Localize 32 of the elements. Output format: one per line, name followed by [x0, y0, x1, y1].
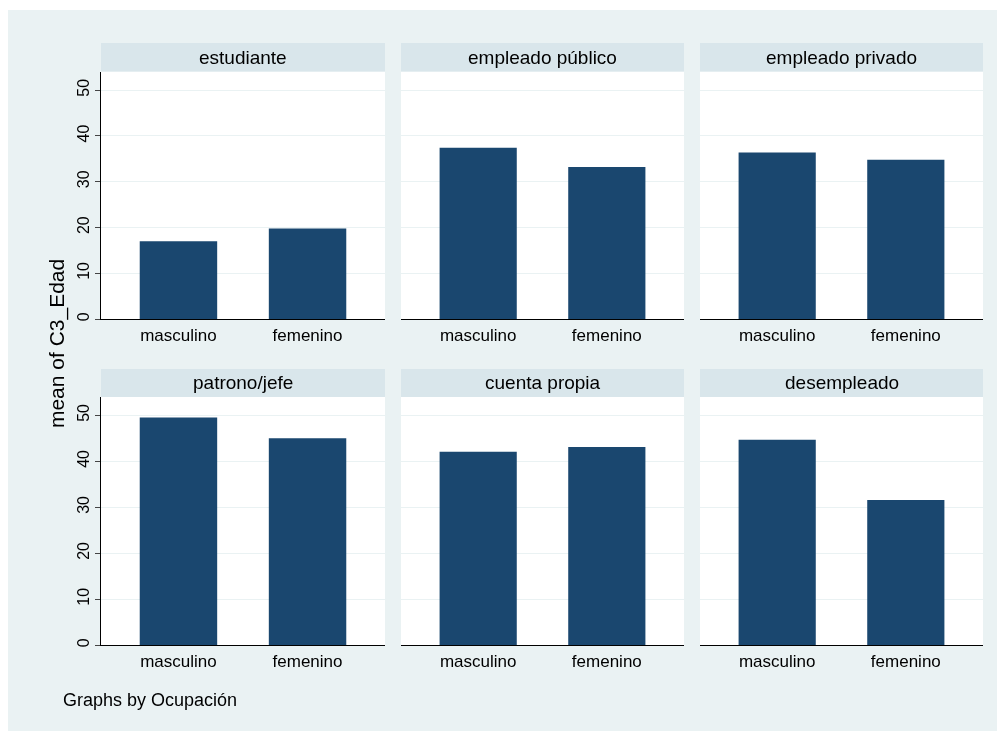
y-axis-title: mean of C3_Edad [44, 258, 69, 429]
y-tick-label: 30 [74, 170, 92, 189]
chart-title: estudiante [199, 47, 287, 68]
x-tick-label: masculino [439, 651, 517, 671]
x-tick-label: masculino [439, 325, 517, 345]
chart-title: empleado privado [766, 47, 918, 68]
y-tick-label: 10 [74, 261, 92, 280]
x-tick-label: femenino [571, 325, 642, 345]
x-tick-label: masculino [140, 651, 217, 671]
x-tick-label: femenino [272, 651, 343, 671]
x-tick-label: masculino [738, 325, 816, 345]
y-tick-label: 10 [74, 587, 92, 606]
chart-title: empleado público [468, 47, 617, 68]
y-tick-label: 50 [74, 403, 92, 422]
x-tick-label: femenino [870, 651, 941, 671]
x-tick-label: femenino [870, 325, 941, 345]
y-tick-label: 40 [74, 449, 92, 468]
x-tick-label: masculino [738, 651, 816, 671]
chart-title: patrono/jefe [193, 372, 294, 393]
y-tick-label: 0 [74, 638, 92, 648]
y-tick-label: 0 [74, 312, 92, 322]
y-tick-label: 40 [74, 124, 92, 143]
x-tick-label: masculino [140, 325, 217, 345]
x-tick-label: femenino [571, 651, 642, 671]
y-tick-label: 20 [74, 216, 92, 235]
text: Graphs by Ocupación [63, 690, 238, 710]
chart-title: cuenta propia [485, 372, 601, 393]
x-tick-label: femenino [272, 325, 343, 345]
y-tick-label: 20 [74, 541, 92, 560]
chart-title: desempleado [785, 372, 900, 393]
y-tick-label: 50 [74, 78, 92, 97]
y-tick-label: 30 [74, 495, 92, 514]
